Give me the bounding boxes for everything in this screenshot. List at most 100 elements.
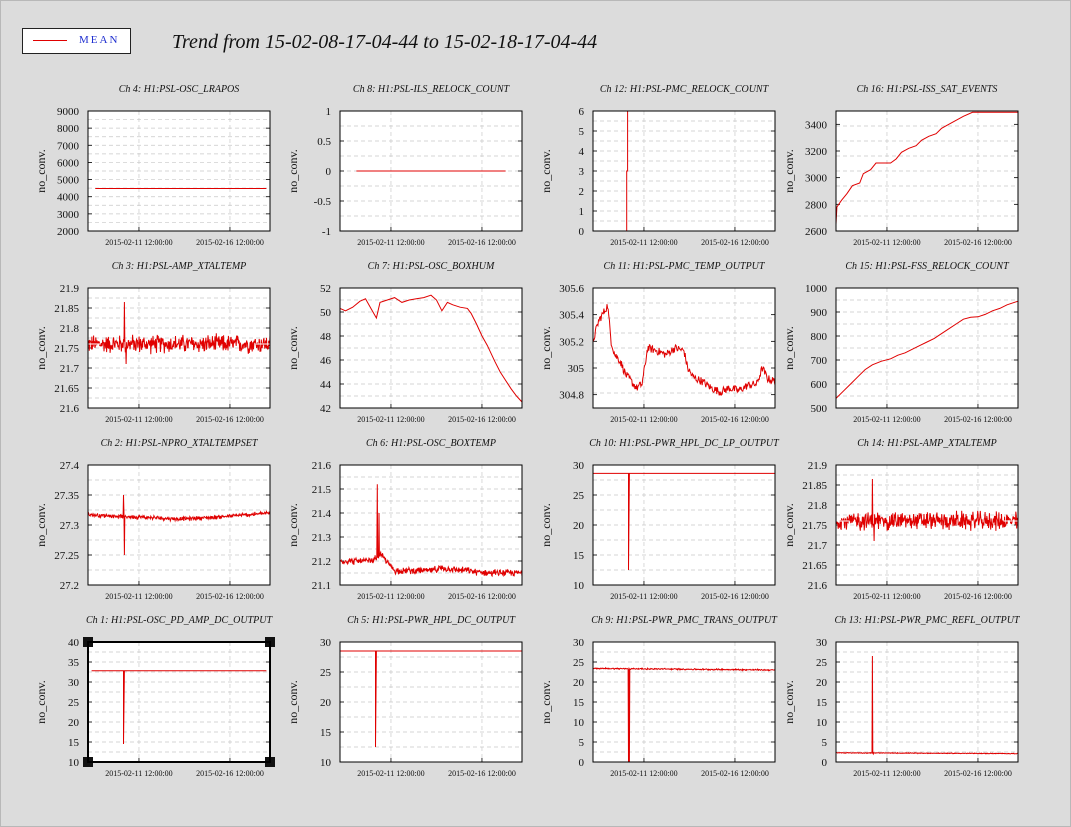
ch12-series-line bbox=[626, 111, 629, 231]
ch14-ytick-label: 21.85 bbox=[802, 480, 827, 492]
ch16-ylabel: no_conv. bbox=[782, 149, 796, 193]
ch13-ytick-label: 5 bbox=[822, 737, 828, 749]
ch6-ytick-label: 21.3 bbox=[312, 532, 332, 544]
ch11-ytick-label: 305 bbox=[568, 363, 585, 375]
ch11-ytick-label: 304.8 bbox=[559, 390, 584, 402]
ch1-ylabel: no_conv. bbox=[34, 680, 48, 724]
ch9-xtick-label: 2015-02-16 12:00:00 bbox=[701, 769, 769, 778]
ch15-title: Ch 15: H1:PSL-FSS_RELOCK_COUNT bbox=[845, 261, 1010, 272]
ch16-ytick-label: 3000 bbox=[805, 173, 828, 185]
ch9-ytick-label: 30 bbox=[573, 637, 585, 649]
ch3-ytick-label: 21.85 bbox=[54, 303, 79, 315]
ch11-ytick-label: 305.2 bbox=[559, 336, 584, 348]
ch12-plot-frame bbox=[592, 110, 776, 232]
ch14-xtick-label: 2015-02-11 12:00:00 bbox=[853, 592, 920, 601]
ch1-xtick-label: 2015-02-11 12:00:00 bbox=[105, 769, 172, 778]
ch14-ytick-label: 21.75 bbox=[802, 520, 827, 532]
ch3-title: Ch 3: H1:PSL-AMP_XTALTEMP bbox=[112, 261, 247, 272]
ch5-ytick-label: 20 bbox=[320, 697, 332, 709]
ch14-ytick-label: 21.9 bbox=[808, 460, 828, 472]
ch6-xtick-label: 2015-02-11 12:00:00 bbox=[357, 592, 424, 601]
ch11-ytick-label: 305.6 bbox=[559, 283, 584, 295]
ch13-title: Ch 13: H1:PSL-PWR_PMC_REFL_OUTPUT bbox=[835, 615, 1021, 626]
ch8-ylabel: no_conv. bbox=[286, 149, 300, 193]
ch6-series-line bbox=[339, 484, 523, 578]
ch10-plot-frame bbox=[592, 464, 776, 586]
ch11-xtick-label: 2015-02-16 12:00:00 bbox=[701, 415, 769, 424]
ch7-xtick-label: 2015-02-16 12:00:00 bbox=[448, 415, 516, 424]
ch15-ytick-label: 900 bbox=[811, 307, 828, 319]
ch14-title: Ch 14: H1:PSL-AMP_XTALTEMP bbox=[857, 438, 997, 449]
ch5-ytick-label: 15 bbox=[320, 727, 332, 739]
ch2-ylabel: no_conv. bbox=[34, 503, 48, 547]
ch9-ytick-label: 0 bbox=[579, 757, 585, 769]
ch7-ytick-label: 48 bbox=[320, 331, 332, 343]
ch15-ytick-label: 800 bbox=[811, 331, 828, 343]
page-title: Trend from 15-02-08-17-04-44 to 15-02-18… bbox=[172, 31, 598, 53]
ch12-ytick-label: 1 bbox=[579, 206, 585, 218]
ch1-selection-frame bbox=[87, 641, 271, 763]
ch1-ytick-label: 35 bbox=[68, 657, 80, 669]
ch1-xtick-label: 2015-02-16 12:00:00 bbox=[196, 769, 264, 778]
ch5-ylabel: no_conv. bbox=[286, 680, 300, 724]
ch8-plot-frame bbox=[339, 110, 523, 232]
legend-label: MEAN bbox=[79, 34, 120, 46]
ch6-ytick-label: 21.5 bbox=[312, 484, 332, 496]
ch12-ylabel: no_conv. bbox=[539, 149, 553, 193]
ch15-xtick-label: 2015-02-16 12:00:00 bbox=[944, 415, 1012, 424]
ch5-xtick-label: 2015-02-11 12:00:00 bbox=[357, 769, 424, 778]
ch10-ytick-label: 25 bbox=[573, 490, 585, 502]
ch1-ytick-label: 30 bbox=[68, 677, 80, 689]
ch4-xtick-label: 2015-02-16 12:00:00 bbox=[196, 238, 264, 247]
ch1-ytick-label: 40 bbox=[68, 637, 80, 649]
ch2-ytick-label: 27.2 bbox=[60, 580, 79, 592]
ch3-ytick-label: 21.7 bbox=[60, 363, 80, 375]
ch2-ytick-label: 27.4 bbox=[60, 460, 80, 472]
ch9-ylabel: no_conv. bbox=[539, 680, 553, 724]
ch8-ytick-label: 1 bbox=[326, 106, 332, 118]
ch9-ytick-label: 15 bbox=[573, 697, 585, 709]
ch14-plot-frame bbox=[835, 464, 1019, 586]
ch2-series-line bbox=[87, 494, 271, 556]
ch9-ytick-label: 5 bbox=[579, 737, 585, 749]
ch8-ytick-label: 0 bbox=[326, 166, 332, 178]
ch4-ytick-label: 5000 bbox=[57, 175, 80, 187]
ch12-ytick-label: 6 bbox=[579, 106, 585, 118]
ch10-ytick-label: 20 bbox=[573, 520, 585, 532]
ch9-ytick-label: 20 bbox=[573, 677, 585, 689]
ch16-ytick-label: 2800 bbox=[805, 199, 828, 211]
ch14-xtick-label: 2015-02-16 12:00:00 bbox=[944, 592, 1012, 601]
ch2-ytick-label: 27.35 bbox=[54, 490, 79, 502]
ch11-title: Ch 11: H1:PSL-PMC_TEMP_OUTPUT bbox=[604, 261, 766, 272]
ch16-xtick-label: 2015-02-16 12:00:00 bbox=[944, 238, 1012, 247]
ch1-series-line bbox=[91, 670, 267, 745]
ch7-title: Ch 7: H1:PSL-OSC_BOXHUM bbox=[368, 261, 495, 272]
ch9-xtick-label: 2015-02-11 12:00:00 bbox=[610, 769, 677, 778]
ch3-xtick-label: 2015-02-11 12:00:00 bbox=[105, 415, 172, 424]
ch6-xtick-label: 2015-02-16 12:00:00 bbox=[448, 592, 516, 601]
ch12-ytick-label: 5 bbox=[579, 126, 585, 138]
ch16-series-line bbox=[835, 111, 1018, 225]
ch5-plot-frame bbox=[339, 641, 523, 763]
ch13-xtick-label: 2015-02-11 12:00:00 bbox=[853, 769, 920, 778]
ch7-series-line bbox=[339, 294, 523, 403]
ch15-ytick-label: 1000 bbox=[805, 283, 828, 295]
ch14-ytick-label: 21.6 bbox=[808, 580, 828, 592]
ch13-plot-frame bbox=[835, 641, 1019, 763]
ch13-xtick-label: 2015-02-16 12:00:00 bbox=[944, 769, 1012, 778]
ch9-title: Ch 9: H1:PSL-PWR_PMC_TRANS_OUTPUT bbox=[591, 615, 778, 626]
ch3-ytick-label: 21.8 bbox=[60, 323, 80, 335]
ch12-xtick-label: 2015-02-16 12:00:00 bbox=[701, 238, 769, 247]
ch15-xtick-label: 2015-02-11 12:00:00 bbox=[853, 415, 920, 424]
ch5-xtick-label: 2015-02-16 12:00:00 bbox=[448, 769, 516, 778]
ch10-xtick-label: 2015-02-16 12:00:00 bbox=[701, 592, 769, 601]
ch3-ytick-label: 21.9 bbox=[60, 283, 80, 295]
ch10-ytick-label: 30 bbox=[573, 460, 585, 472]
ch10-series-line bbox=[593, 472, 775, 571]
ch13-ytick-label: 20 bbox=[816, 677, 828, 689]
ch4-ytick-label: 7000 bbox=[57, 140, 80, 152]
ch5-series-line bbox=[340, 650, 522, 748]
ch7-ytick-label: 44 bbox=[320, 379, 332, 391]
ch1-ytick-label: 10 bbox=[68, 757, 80, 769]
